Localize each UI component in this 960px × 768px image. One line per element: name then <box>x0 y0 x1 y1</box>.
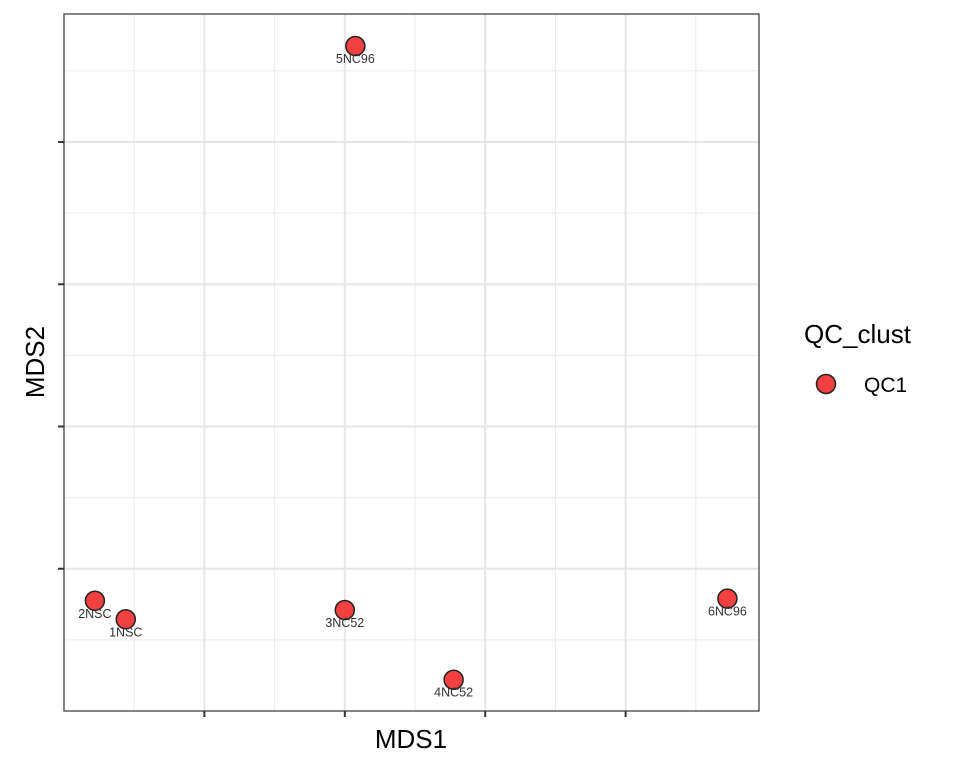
legend-label-qc1: QC1 <box>864 374 907 397</box>
point-1nsc <box>115 609 137 630</box>
axis-ticks <box>58 141 627 717</box>
point-3nc52 <box>334 599 356 621</box>
point-4nc52 <box>443 669 464 690</box>
grid-lines <box>64 14 759 711</box>
legend-title: QC_clust <box>804 319 912 349</box>
point-2nsc <box>84 590 106 612</box>
point-label-1nsc: 1NSC <box>109 625 142 639</box>
legend-key-qc1 <box>815 373 837 395</box>
data-points <box>84 35 738 690</box>
plot-panel-background <box>64 14 759 711</box>
point-label-2nsc: 2NSC <box>78 607 111 621</box>
point-label-6nc96: 6NC96 <box>708 605 747 619</box>
point-label-5nc96: 5NC96 <box>336 52 375 66</box>
x-axis-title: MDS1 <box>375 724 447 754</box>
point-6nc96 <box>717 588 738 609</box>
point-labels: 2NSC 1NSC 3NC52 4NC52 5NC96 6NC96 <box>78 52 747 700</box>
point-5nc96 <box>345 35 366 57</box>
point-label-3nc52: 3NC52 <box>325 616 364 630</box>
point-label-4nc52: 4NC52 <box>434 686 473 700</box>
y-axis-title: MDS2 <box>20 326 50 398</box>
legend: QC_clust QC1 <box>804 319 912 397</box>
plot-panel-border <box>63 13 760 712</box>
